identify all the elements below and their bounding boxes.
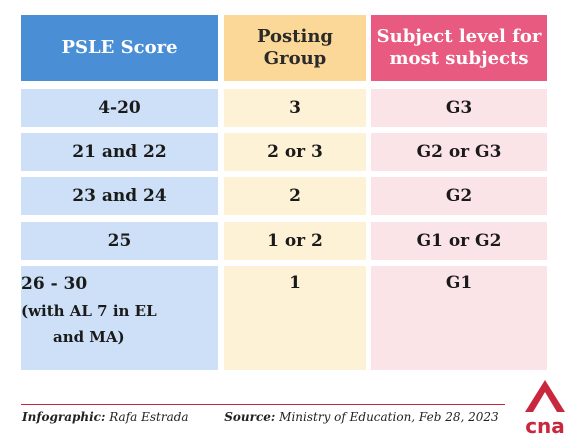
table-row-score-note: (with AL 7 in EL and MA) [21,302,157,347]
table-row-level: G3 [371,89,547,127]
header-posting-group: Posting Group [224,15,366,81]
table-row-level: G2 or G3 [371,133,547,171]
table-row-score: 4-20 [21,89,218,127]
table-row-group: 2 [224,177,366,215]
table-row-score: 26 - 30 [21,274,88,294]
table-row-level: G1 [371,266,547,370]
footer-credits: Infographic: Rafa Estrada Source: Minist… [22,410,499,424]
table-row-group: 3 [224,89,366,127]
infographic-label: Infographic: [22,410,106,424]
cna-logo: cna [525,380,565,436]
table-row-score: 25 [21,222,218,260]
table-row-score: 21 and 22 [21,133,218,171]
table-row-level: G1 or G2 [371,222,547,260]
source-label: Source: [224,410,276,424]
header-psle-score: PSLE Score [21,15,218,81]
svg-text:cna: cna [525,414,565,436]
table-row-score: 23 and 24 [21,177,218,215]
source-value: Ministry of Education, Feb 28, 2023 [279,410,499,424]
table-row-group: 2 or 3 [224,133,366,171]
infographic-value: Rafa Estrada [109,410,189,424]
footer-divider [21,404,505,405]
table-row-score-cell: 26 - 30 (with AL 7 in EL and MA) [21,266,218,370]
table-row-level: G2 [371,177,547,215]
header-subject-level: Subject level for most subjects [371,15,547,81]
table-row-group: 1 or 2 [224,222,366,260]
table-row-group: 1 [224,266,366,370]
